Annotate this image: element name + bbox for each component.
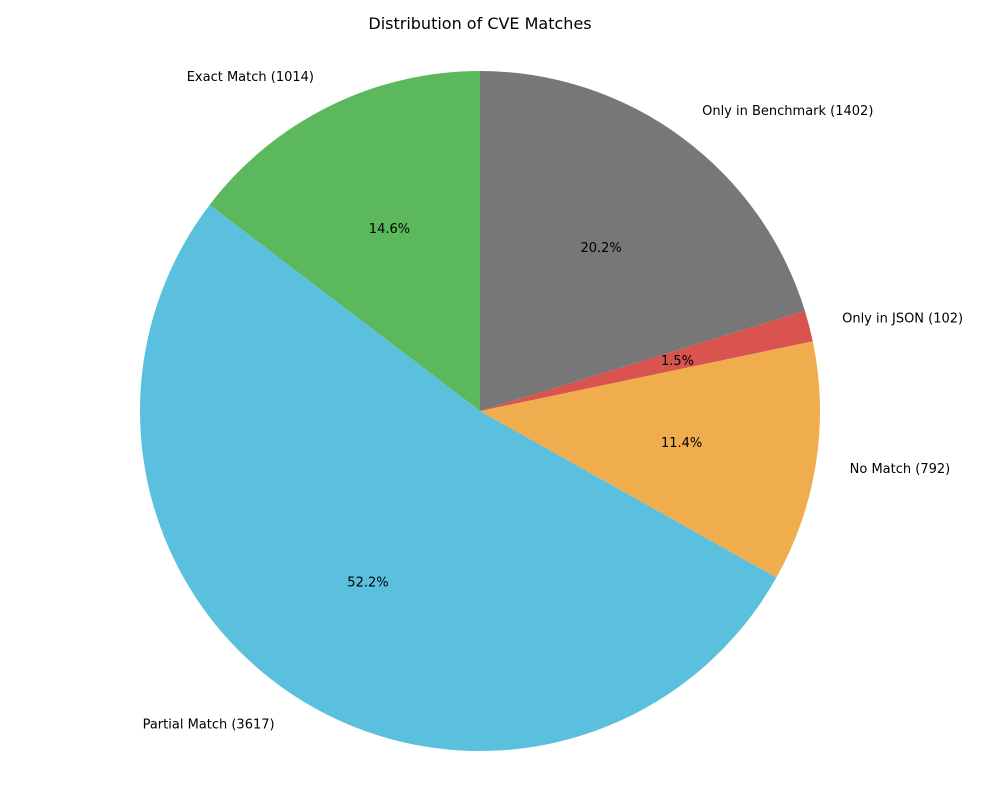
percent-label: 14.6% [369,222,410,237]
pie-slice [480,341,821,578]
slice-labels: Exact Match (1014) Partial Match (3617) No… [143,70,964,733]
slice-label: Only in JSON (102) [842,311,963,326]
percent-label: 11.4% [661,436,702,451]
chart-title: Distribution of CVE Matches [368,14,591,33]
percent-label: 1.5% [661,354,694,369]
pie-slice [480,310,813,411]
slice-label: Only in Benchmark (1402) [702,104,873,119]
pie-slices [140,70,821,751]
percent-labels: 14.6% 52.2% 11.4% 1.5% 20.2% [347,222,702,590]
slice-label: Partial Match (3617) [143,718,275,733]
pie-slice [209,71,480,411]
percent-label: 20.2% [580,241,621,256]
slice-label: No Match (792) [850,462,951,477]
pie-slice [480,70,805,411]
pie-slice [140,204,777,751]
slice-label: Exact Match (1014) [187,70,314,85]
percent-label: 52.2% [347,575,388,590]
